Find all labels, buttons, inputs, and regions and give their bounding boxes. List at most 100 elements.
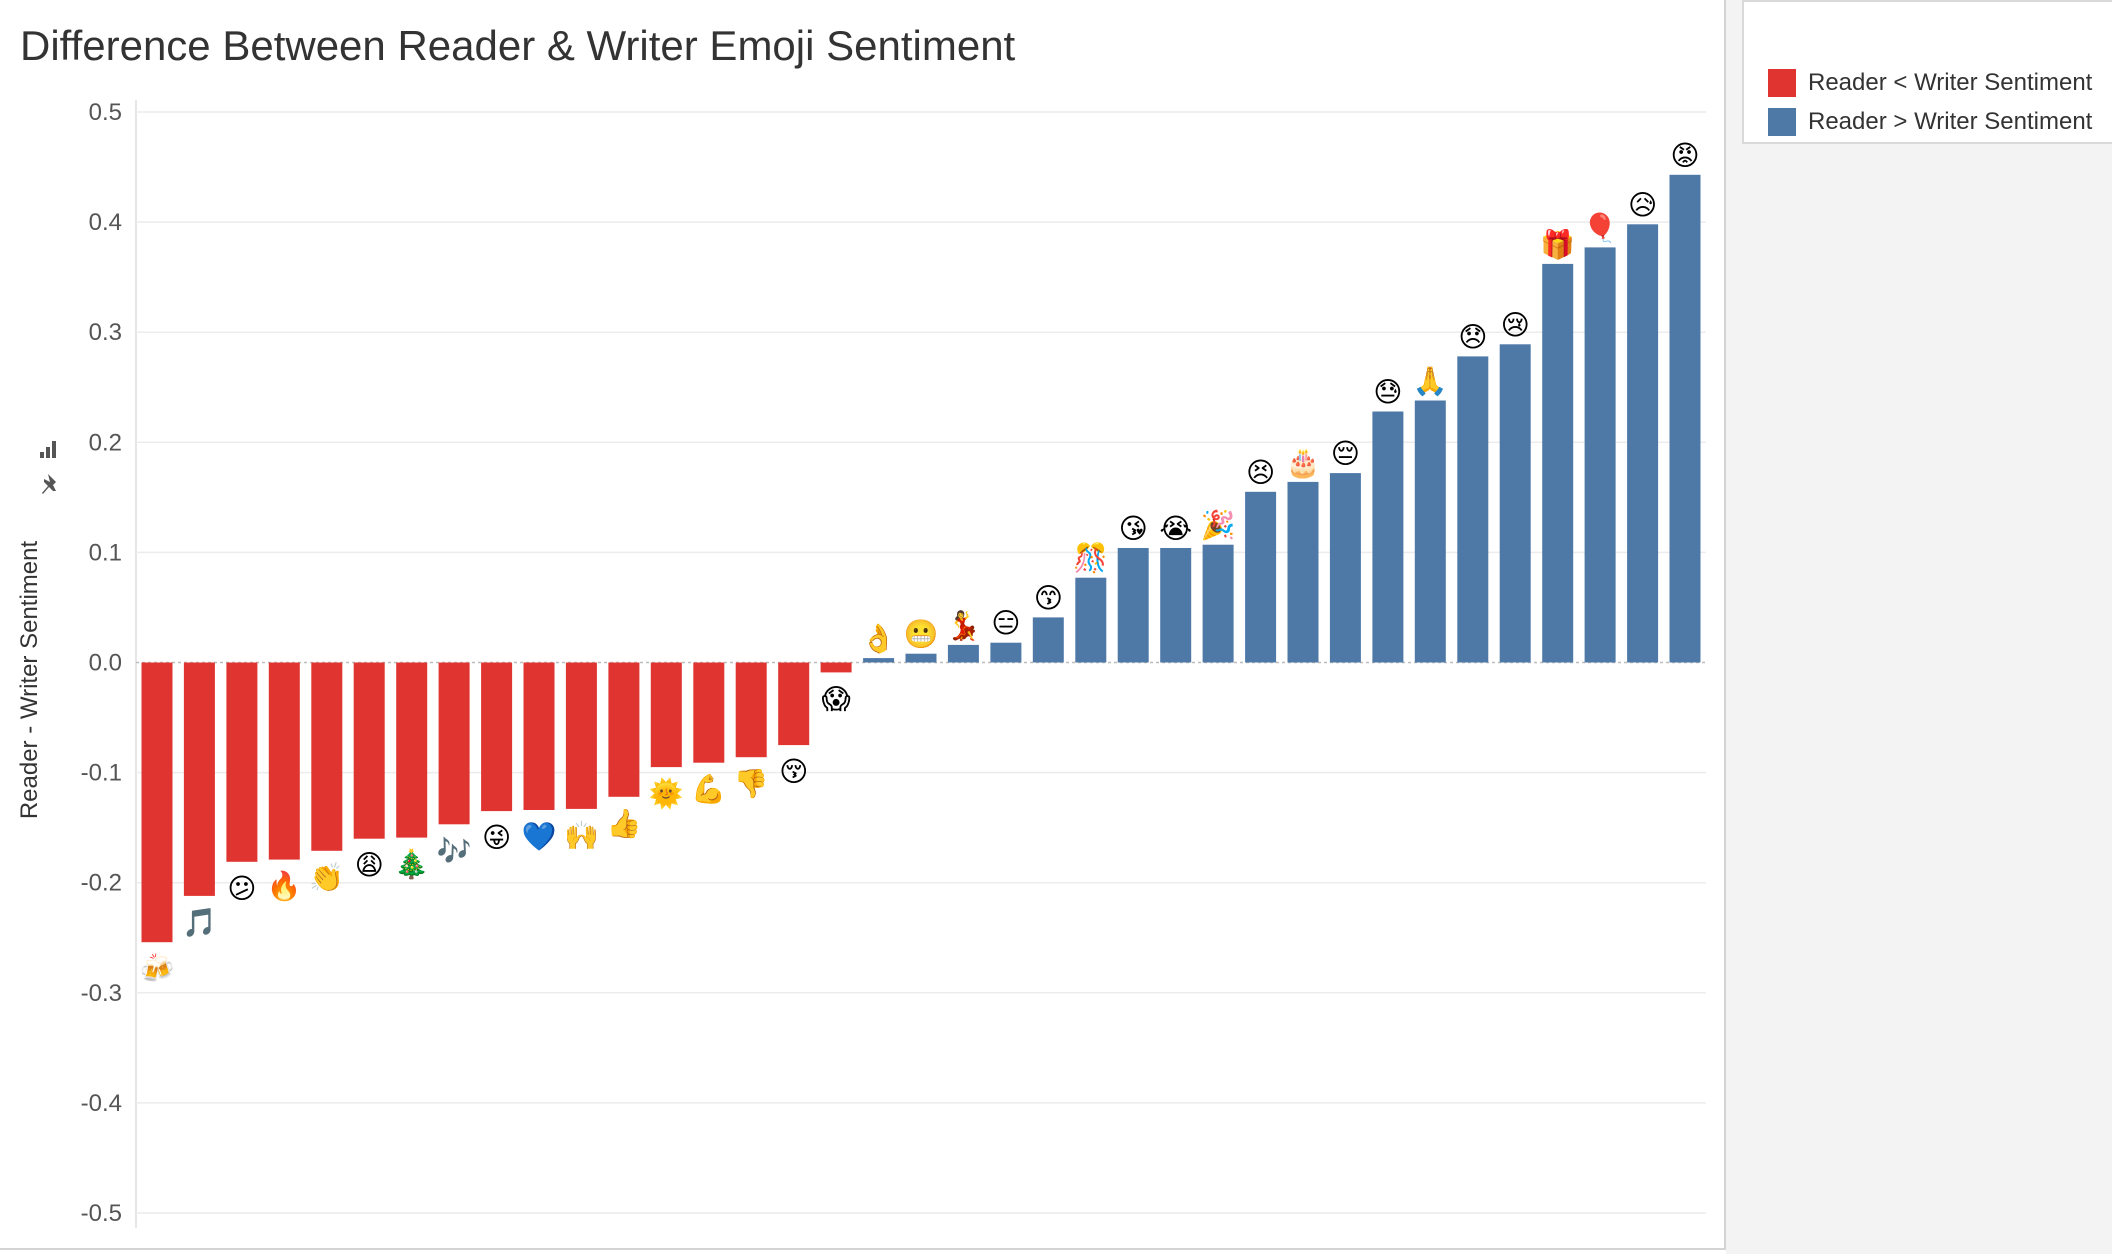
bar-emoji-labels: 🍻🎵 😕 🔥 👏 😩 🎄 🎶 😜 💙 🙌 👍🌞 💪 👎 😚 😱 👌 😬 💃 😑 😙 🎊 😘 😭 🎉 😣 🎂 😔 😓 🙏 😞 😢 🎁🎈 😥 😡 (140, 140, 1700, 984)
bar[interactable] (1372, 411, 1404, 663)
axis-tools-icons (40, 441, 56, 494)
bar[interactable] (183, 662, 215, 896)
bar[interactable] (311, 662, 343, 851)
bar[interactable] (353, 662, 385, 839)
bar-emoji-label: 💪 (691, 773, 726, 806)
bar[interactable] (1329, 473, 1361, 663)
chart-panel: Difference Between Reader & Writer Emoji… (0, 0, 1726, 1250)
y-tick-label: 0.3 (89, 319, 122, 346)
bar-emoji-label: 🎁 (1540, 228, 1575, 261)
bar-chart-icon[interactable] (40, 441, 56, 458)
bar-emoji-label: 😥 (1628, 189, 1657, 220)
bar[interactable] (905, 653, 937, 663)
legend-swatch-blue (1768, 108, 1796, 136)
bar[interactable] (141, 662, 173, 943)
bar[interactable] (523, 662, 555, 811)
bar-emoji-label: 🎊 (1073, 541, 1108, 575)
bar-emoji-label: 😙 (1034, 582, 1063, 613)
bar-emoji-label: 🌞 (649, 776, 684, 810)
y-tick-label: 0.0 (89, 650, 122, 677)
bar[interactable] (1117, 548, 1149, 663)
bar-emoji-label: 👌 (861, 623, 896, 655)
bar-emoji-label: 😓 (1373, 377, 1402, 408)
bar[interactable] (1499, 344, 1531, 663)
y-tick-label: -0.3 (81, 980, 122, 1007)
bar[interactable] (608, 662, 640, 797)
bar[interactable] (565, 662, 597, 809)
bar-emoji-label: 😞 (1458, 321, 1487, 352)
bar-emoji-label: 👍 (606, 807, 641, 840)
bar[interactable] (1542, 263, 1574, 663)
bar[interactable] (1669, 174, 1701, 663)
y-tick-label: 0.4 (89, 209, 122, 236)
bar-emoji-label: 😭 (1159, 513, 1192, 544)
bar-emoji-label: 💙 (522, 821, 557, 852)
bar-emoji-label: 💃 (946, 609, 981, 642)
bar[interactable] (1075, 577, 1107, 663)
y-tick-label: -0.5 (81, 1200, 122, 1227)
axis-tools (36, 436, 62, 506)
bar-emoji-label: 😣 (1246, 457, 1275, 488)
bar-emoji-label: 🍻 (140, 953, 175, 984)
bar[interactable] (226, 662, 258, 862)
bar[interactable] (438, 662, 470, 825)
legend-panel: Reader < Writer Sentiment Reader > Write… (1726, 0, 2112, 1254)
bar[interactable] (481, 662, 513, 812)
legend-item-reader-higher[interactable]: Reader > Writer Sentiment (1768, 105, 2092, 139)
bar-emoji-label: 😜 (482, 822, 511, 853)
bar-emoji-label: 😡 (1670, 140, 1699, 171)
bar-emoji-label: 🔥 (267, 870, 302, 903)
bar[interactable] (268, 662, 300, 860)
y-tick-label: 0.2 (89, 429, 122, 456)
bar[interactable] (1160, 548, 1192, 663)
legend-swatch-red (1768, 69, 1796, 97)
legend-label: Reader < Writer Sentiment (1808, 69, 2093, 96)
legend-item-reader-lower[interactable]: Reader < Writer Sentiment (1768, 66, 2092, 100)
bar[interactable] (396, 662, 428, 838)
bar[interactable] (650, 662, 682, 768)
bar-emoji-label: 😘 (1119, 513, 1148, 544)
bar-emoji-label: 😔 (1331, 438, 1360, 469)
bar[interactable] (1584, 247, 1616, 663)
chart-title: Difference Between Reader & Writer Emoji… (20, 22, 1016, 69)
legend-label: Reader > Writer Sentiment (1808, 108, 2093, 135)
bar[interactable] (1414, 400, 1446, 663)
y-tick-label: -0.1 (81, 760, 122, 787)
bar-emoji-label: 🎈 (1583, 210, 1618, 244)
bar[interactable] (947, 644, 979, 663)
y-tick-label: 0.1 (89, 539, 122, 566)
bar[interactable] (735, 662, 767, 758)
bar[interactable] (1457, 356, 1489, 663)
bar-emoji-label: 😩 (355, 850, 384, 881)
bars (141, 174, 1701, 943)
y-ticks: 0.5 0.4 0.3 0.2 0.1 0.0 -0.1 -0.2 -0.3 -0.4 -0.5 (81, 99, 122, 1227)
bar[interactable] (778, 662, 810, 746)
y-tick-label: -0.2 (81, 870, 122, 897)
pin-icon[interactable] (42, 474, 56, 494)
bar-emoji-label: 👎 (734, 768, 769, 800)
legend: Reader < Writer Sentiment Reader > Write… (1742, 0, 2112, 144)
plot-area: 0.5 0.4 0.3 0.2 0.1 0.0 -0.1 -0.2 -0.3 -0.4 -0.5 🍻… (81, 99, 1706, 1228)
bar[interactable] (1032, 617, 1064, 663)
bar[interactable] (990, 642, 1022, 663)
bar[interactable] (863, 658, 895, 663)
bar-emoji-label: 🎶 (437, 835, 472, 866)
bar-emoji-label: 🙏 (1413, 366, 1448, 398)
y-tick-label: -0.4 (81, 1090, 122, 1117)
bar-emoji-label: 👏 (309, 861, 344, 893)
bar-emoji-label: 😬 (904, 619, 939, 650)
bar[interactable] (1245, 491, 1277, 663)
bar[interactable] (1287, 481, 1319, 663)
bar-emoji-label: 🎉 (1201, 509, 1236, 542)
bar[interactable] (820, 662, 852, 673)
bar-emoji-label: 😱 (821, 683, 850, 714)
bar[interactable] (1627, 224, 1659, 663)
bar[interactable] (1202, 544, 1234, 663)
y-tick-label: 0.5 (89, 99, 122, 126)
bar-emoji-label: 😢 (1501, 309, 1530, 340)
bar-emoji-label: 😕 (227, 873, 256, 904)
bar-emoji-label: 🎂 (1286, 445, 1321, 479)
bar[interactable] (693, 662, 725, 763)
bar-emoji-label: 😚 (779, 756, 808, 787)
bar-emoji-label: 🙌 (564, 820, 599, 851)
